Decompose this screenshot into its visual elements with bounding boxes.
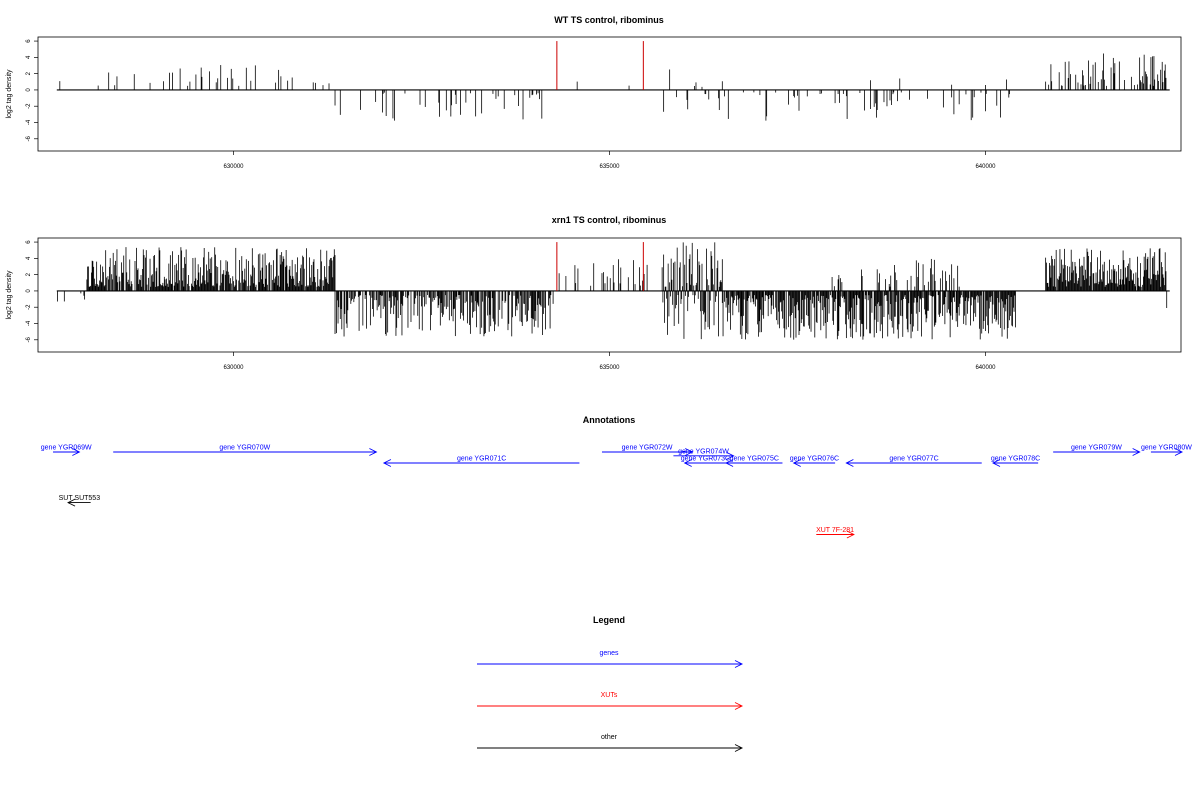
- annotation-features: gene YGR069W gene YGR070W gene YGR071C gene…: [41, 445, 1192, 539]
- feature-arrow-head: [992, 459, 1001, 467]
- feature-label: XUT 7F-281: [816, 527, 854, 534]
- wt-bars: [56, 41, 1170, 121]
- legend-arrow-head: [734, 744, 744, 752]
- y-tick-label: -4: [26, 119, 32, 125]
- xrn1-axes: -6 -4 -2 0 2 4 6 630000 635000 640000: [26, 240, 996, 371]
- feature-label: gene YGR080W: [1141, 445, 1192, 452]
- feature-label: gene YGR070W: [219, 445, 270, 452]
- feature-arrow-head: [846, 530, 855, 539]
- y-tick-label: 4: [26, 256, 32, 260]
- xrn1-bars: [56, 242, 1170, 340]
- y-tick-label: 0: [26, 88, 32, 92]
- feature-arrow-head: [792, 459, 801, 467]
- wt-panel-title: WT TS control, ribominus: [554, 15, 664, 25]
- y-tick-label: 6: [26, 39, 32, 43]
- annotations-panel: Annotations gene YGR069W gene YGR070Wgene…: [41, 415, 1192, 539]
- y-tick-label: 6: [26, 240, 32, 244]
- legend-arrow-head: [734, 660, 744, 668]
- feature-label: gene YGR076C: [790, 456, 839, 463]
- legend-label: other: [601, 734, 618, 741]
- feature-arrow-head: [685, 448, 694, 456]
- x-tick-label: 635000: [599, 164, 620, 170]
- legend-label: XUTs: [601, 692, 618, 699]
- feature-arrow-head: [726, 451, 735, 460]
- xrn1-panel-title: xrn1 TS control, ribominus: [552, 215, 667, 225]
- y-tick-label: 2: [26, 71, 32, 75]
- wt-density-panel: WT TS control, ribominus log2 tag densit…: [6, 15, 1182, 170]
- xrn1-density-panel: xrn1 TS control, ribominus log2 tag dens…: [6, 215, 1182, 371]
- feature-label: gene YGR074W: [678, 448, 729, 455]
- y-tick-label: -2: [26, 103, 32, 109]
- feature-label: gene YGR073C: [681, 456, 730, 463]
- y-tick-label: 4: [26, 55, 32, 59]
- feature-label: gene YGR071C: [457, 456, 506, 463]
- annotations-title: Annotations: [583, 415, 636, 425]
- y-tick-label: -2: [26, 304, 32, 310]
- feature-label: SUT SUT553: [59, 495, 101, 502]
- feature-arrow-head: [683, 459, 692, 467]
- x-tick-label: 640000: [975, 365, 996, 371]
- y-tick-label: -6: [26, 135, 32, 141]
- y-tick-label: 0: [26, 289, 32, 293]
- feature-arrow-head: [382, 459, 392, 467]
- feature-label: gene YGR079W: [1071, 445, 1122, 452]
- feature-label: gene YGR078C: [991, 456, 1040, 463]
- feature-arrow-head: [1174, 448, 1184, 456]
- y-tick-label: -6: [26, 336, 32, 342]
- xrn1-y-axis-label: log2 tag density: [6, 270, 13, 320]
- x-tick-label: 640000: [975, 164, 996, 170]
- feature-label: gene YGR077C: [889, 456, 938, 463]
- legend-arrow-head: [734, 702, 744, 710]
- legend-title: Legend: [593, 615, 625, 625]
- x-tick-label: 635000: [599, 365, 620, 371]
- feature-arrow-head: [725, 459, 734, 467]
- x-tick-label: 630000: [223, 164, 244, 170]
- feature-label: gene YGR072W: [622, 445, 673, 452]
- x-tick-label: 630000: [223, 365, 244, 371]
- wt-y-axis-label: log2 tag density: [6, 69, 13, 119]
- feature-arrow-head: [72, 448, 81, 456]
- legend-label: genes: [599, 650, 619, 657]
- feature-arrow-head: [845, 459, 854, 467]
- wt-axes: -6 -4 -2 0 2 4 6 630000 635000 640000: [26, 39, 996, 170]
- feature-label: gene YGR069W: [41, 445, 92, 452]
- legend-items: genes XUTs other: [477, 650, 744, 752]
- y-tick-label: 2: [26, 272, 32, 276]
- feature-arrow-head: [1132, 448, 1141, 456]
- legend-panel: Legend genes XUTs other: [477, 615, 744, 752]
- feature-label: gene YGR075C: [730, 456, 779, 463]
- y-tick-label: -4: [26, 320, 32, 326]
- feature-arrow-head: [67, 498, 76, 507]
- feature-arrow-head: [369, 448, 378, 456]
